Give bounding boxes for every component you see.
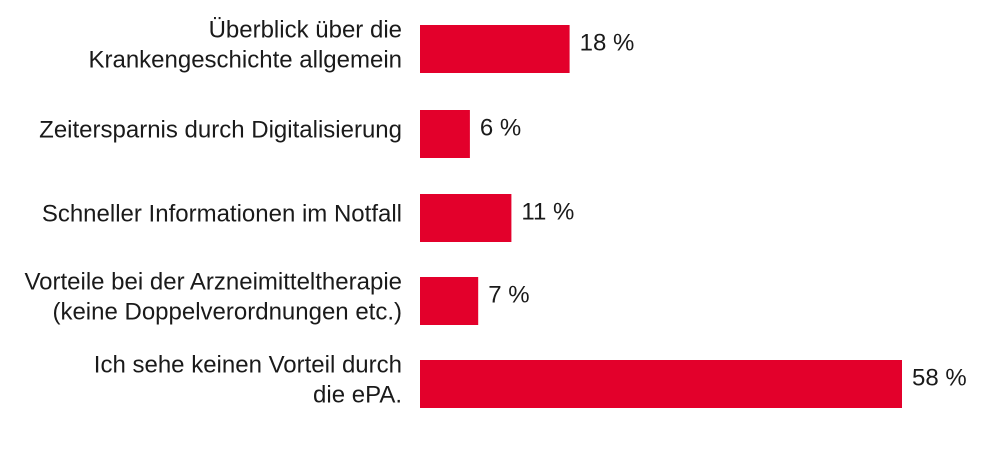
category-label-1-line-1: Überblick über die: [209, 16, 402, 43]
category-label-5: Ich sehe keinen Vorteil durch die ePA.: [94, 351, 402, 408]
category-label-4-line-2: (keine Doppelverordnungen etc.): [52, 298, 402, 325]
category-label-4-line-1: Vorteile bei der Arzneimitteltherapie: [24, 268, 402, 295]
category-label-1-line-2: Krankengeschichte allgemein: [88, 46, 402, 73]
category-label-3-line-1: Schneller Informationen im Notfall: [42, 200, 402, 227]
value-label-2: 6 %: [480, 114, 521, 141]
bar-3: [420, 194, 512, 242]
value-label-3: 11 %: [521, 198, 574, 225]
bar-5: [420, 360, 902, 408]
category-label-2: Zeitersparnis durch Digitalisierung: [39, 116, 402, 143]
category-label-2-line-1: Zeitersparnis durch Digitalisierung: [39, 116, 402, 143]
category-label-5-line-2: die ePA.: [313, 381, 402, 408]
category-label-5-line-1: Ich sehe keinen Vorteil durch: [94, 351, 402, 378]
value-label-5: 58 %: [912, 364, 967, 391]
value-label-4: 7 %: [488, 281, 529, 308]
category-label-1: Überblick über die Krankengeschichte allg…: [88, 16, 402, 73]
category-label-3: Schneller Informationen im Notfall: [42, 200, 402, 227]
bar-2: [420, 110, 470, 158]
value-label-1: 18 %: [580, 29, 635, 56]
bar-1: [420, 25, 570, 73]
bar-4: [420, 277, 479, 325]
category-label-4: Vorteile bei der Arzneimitteltherapie (ke…: [24, 268, 402, 325]
